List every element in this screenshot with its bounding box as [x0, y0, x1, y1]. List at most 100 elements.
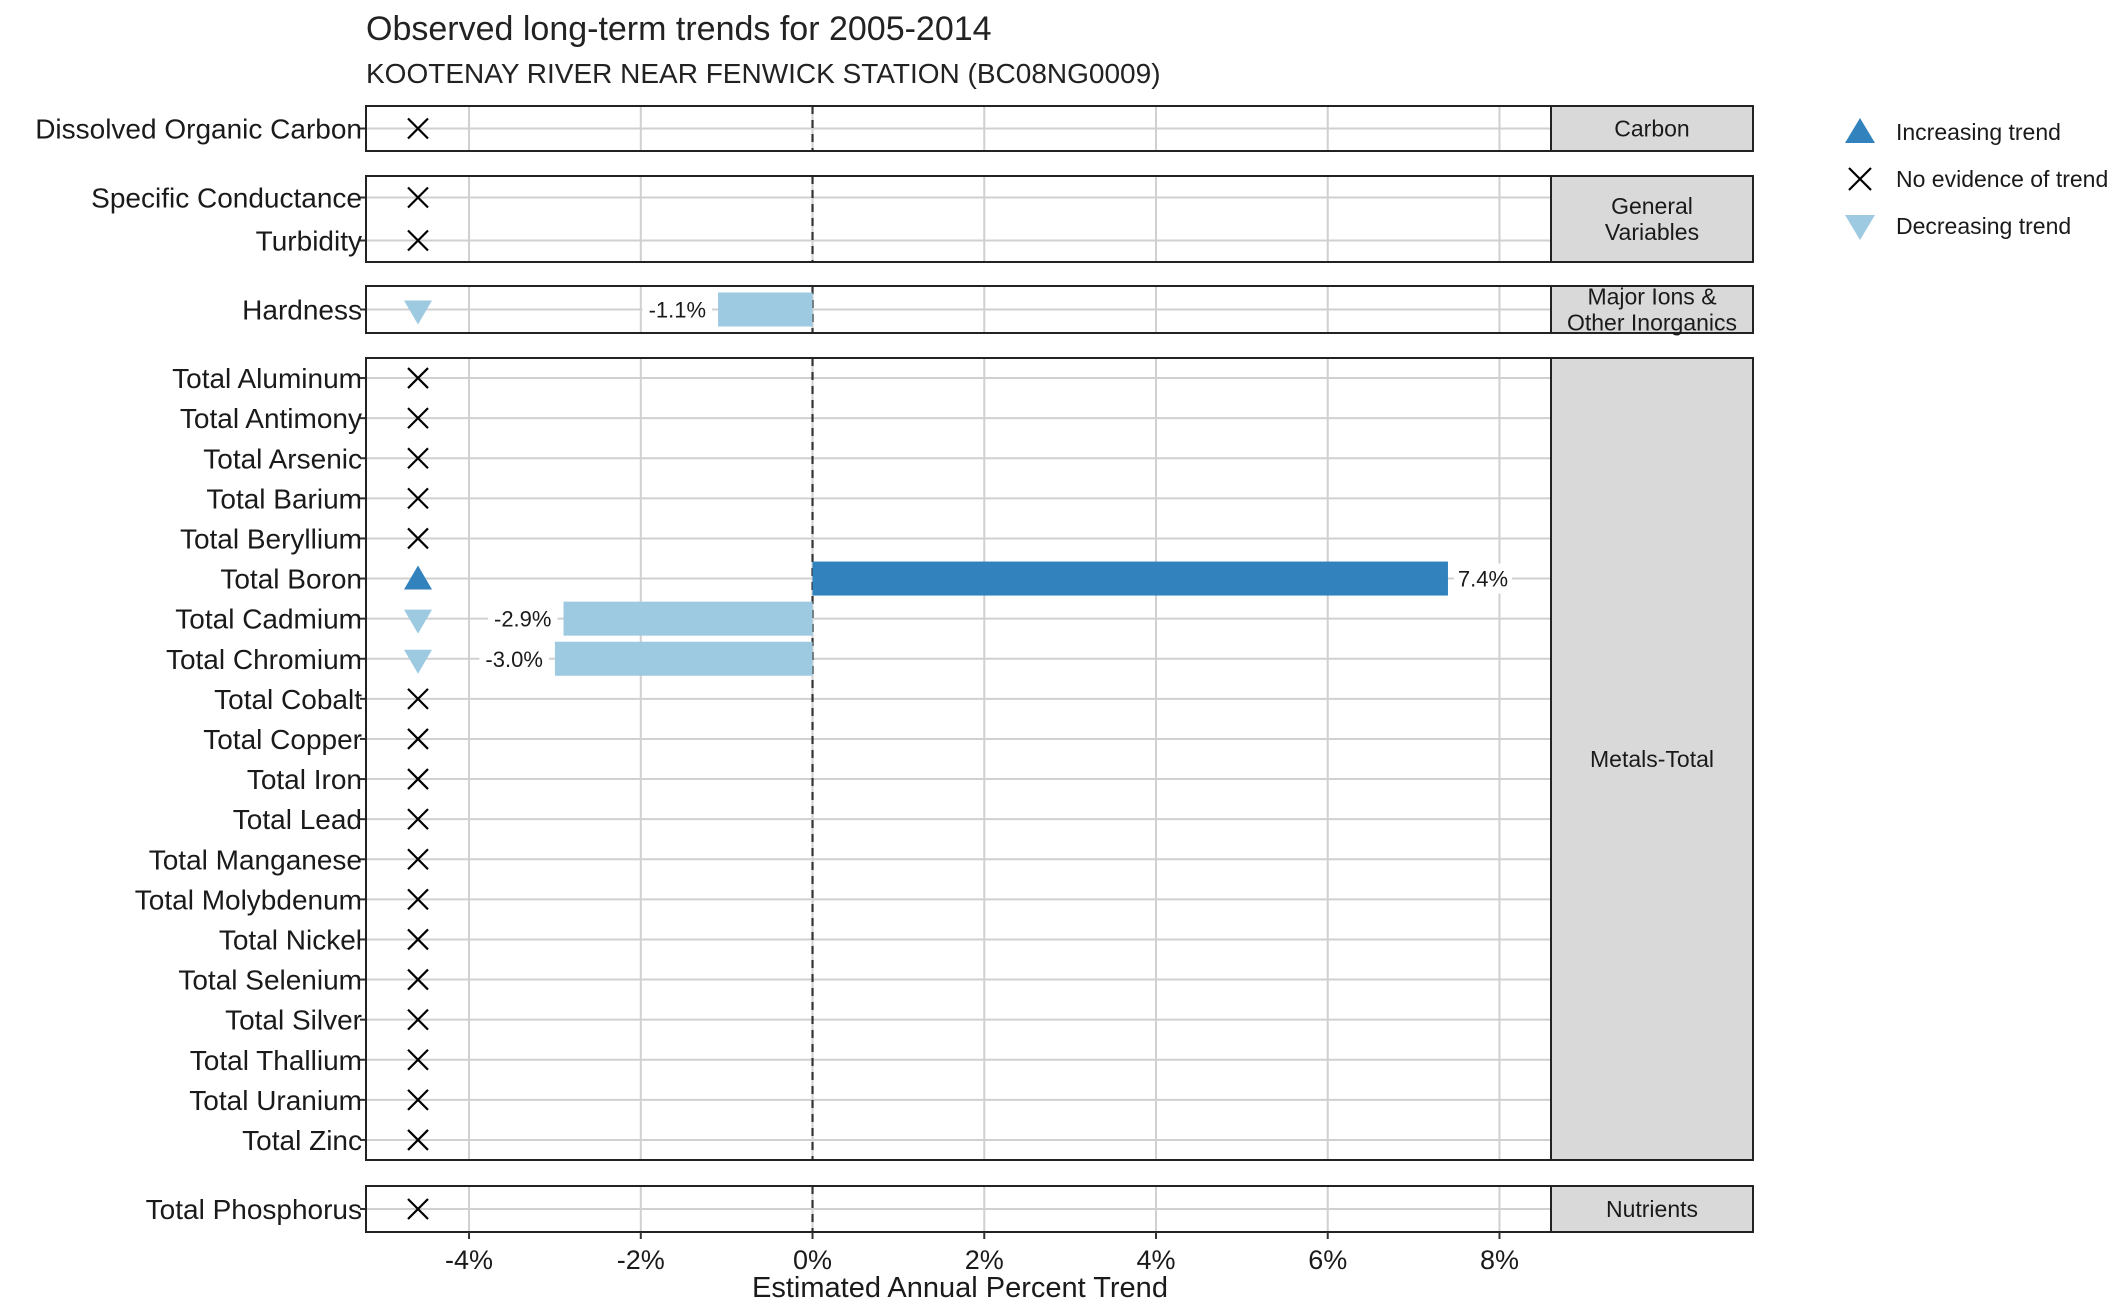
data-label-total-cadmium: -2.9% — [494, 607, 551, 632]
panel-general-variables: Specific Conductance Turbidity GeneralVari… — [91, 175, 1754, 263]
no-trend-marker — [407, 848, 429, 871]
strip-label-nutrients: Nutrients — [1606, 1196, 1698, 1222]
panel-major-ions-other-inorganics: Hardness -1.1% Major Ions &Other Inorganic… — [242, 284, 1754, 336]
y-label-total-cadmium: Total Cadmium — [175, 604, 362, 635]
y-label-total-barium: Total Barium — [206, 483, 362, 514]
x-axis: -4% -2% 0% 2% 4% 6% 8% — [445, 1232, 1519, 1275]
no-trend-marker — [407, 928, 429, 951]
legend-label: Decreasing trend — [1896, 213, 2071, 239]
decreasing-trend-marker — [404, 300, 432, 325]
no-trend-marker — [407, 229, 429, 252]
y-label-total-manganese: Total Manganese — [149, 844, 362, 875]
y-label-total-cobalt: Total Cobalt — [214, 684, 362, 715]
no-trend-marker — [407, 487, 429, 510]
x-tick-label: 4% — [1136, 1245, 1175, 1275]
bar-total-chromium — [554, 641, 813, 676]
strip-background — [1550, 285, 1754, 334]
strip-label-metals-total: Metals-Total — [1590, 746, 1714, 772]
no-trend-marker — [407, 1198, 429, 1220]
panel-metals-total: Total Aluminum Total Antimony Total Arseni… — [135, 357, 1754, 1161]
y-label-total-iron: Total Iron — [247, 764, 362, 795]
legend-label: Increasing trend — [1896, 119, 2061, 145]
y-label-total-antimony: Total Antimony — [180, 403, 362, 434]
legend-item-decreasing-trend: Decreasing trend — [1845, 213, 2071, 240]
y-label-total-zinc: Total Zinc — [242, 1125, 362, 1156]
y-label-total-selenium: Total Selenium — [178, 965, 362, 996]
x-tick-label: -2% — [617, 1245, 665, 1275]
strip-label-carbon: Carbon — [1614, 116, 1689, 142]
data-label-background — [479, 643, 549, 674]
data-label-background — [488, 603, 558, 634]
y-label-total-uranium: Total Uranium — [189, 1085, 362, 1116]
increasing-trend-marker — [404, 565, 432, 590]
facet-panels: Dissolved Organic Carbon Carbon Specific C… — [35, 105, 1754, 1233]
legend-label: No evidence of trend — [1896, 166, 2108, 192]
data-label-total-chromium: -3.0% — [485, 647, 542, 672]
x-tick-label: -4% — [445, 1245, 493, 1275]
y-label-hardness: Hardness — [242, 295, 362, 326]
panel-carbon: Dissolved Organic Carbon Carbon — [35, 105, 1754, 152]
decreasing-trend-icon — [1845, 215, 1875, 240]
no-trend-marker — [407, 808, 429, 830]
y-label-total-molybdenum: Total Molybdenum — [135, 884, 362, 915]
data-label-total-boron: 7.4% — [1458, 567, 1508, 592]
no-trend-marker — [407, 768, 429, 790]
chart-title: Observed long-term trends for 2005-2014 — [366, 10, 992, 48]
no-trend-marker — [407, 117, 429, 140]
x-tick-label: 2% — [965, 1245, 1004, 1275]
panel-background — [366, 176, 1551, 262]
y-label-total-lead: Total Lead — [233, 804, 362, 835]
strip-background — [1550, 1185, 1754, 1233]
no-trend-marker — [407, 407, 429, 429]
no-trend-marker — [407, 728, 429, 750]
panel-background — [366, 358, 1551, 1160]
strip-label-major-ions-other-inorganics: Major Ions & — [1587, 284, 1716, 310]
y-label-turbidity: Turbidity — [256, 226, 362, 257]
bar-hardness — [718, 292, 813, 327]
strip-background — [1550, 357, 1754, 1161]
no-trend-marker — [407, 527, 429, 550]
bar-total-cadmium — [563, 601, 813, 636]
no-trend-marker — [407, 447, 429, 470]
no-trend-marker — [407, 1089, 429, 1111]
bar-total-boron — [812, 561, 1448, 596]
no-trend-icon — [1848, 167, 1872, 191]
y-label-total-copper: Total Copper — [203, 724, 362, 755]
no-trend-marker — [407, 367, 429, 389]
y-label-total-boron: Total Boron — [220, 564, 362, 595]
data-label-background — [642, 294, 713, 325]
x-tick-label: 0% — [793, 1245, 832, 1275]
strip-label-general-variables: General — [1611, 193, 1693, 219]
legend-item-no-evidence-of-trend: No evidence of trend — [1848, 166, 2108, 192]
x-tick-label: 8% — [1480, 1245, 1519, 1275]
y-label-total-silver: Total Silver — [225, 1005, 362, 1036]
strip-background — [1550, 105, 1754, 152]
increasing-trend-icon — [1845, 118, 1875, 143]
y-label-total-chromium: Total Chromium — [166, 644, 362, 675]
decreasing-trend-marker — [404, 649, 432, 674]
x-tick-label: 6% — [1308, 1245, 1347, 1275]
strip-background — [1550, 175, 1754, 263]
chart-subtitle: KOOTENAY RIVER NEAR FENWICK STATION (BC0… — [366, 58, 1161, 89]
legend: Increasing trend No evidence of trend Decr… — [1845, 118, 2108, 240]
strip-label-general-variables: Variables — [1605, 219, 1699, 245]
y-label-specific-conductance: Specific Conductance — [91, 183, 362, 214]
data-label-hardness: -1.1% — [649, 298, 706, 323]
no-trend-marker — [407, 888, 429, 911]
y-label-total-nickel: Total Nickel — [219, 924, 362, 955]
y-label-dissolved-organic-carbon: Dissolved Organic Carbon — [35, 114, 362, 145]
legend-item-increasing-trend: Increasing trend — [1845, 118, 2061, 145]
y-label-total-arsenic: Total Arsenic — [203, 443, 362, 474]
y-label-total-thallium: Total Thallium — [190, 1045, 362, 1076]
no-trend-marker — [407, 1048, 429, 1071]
no-trend-marker — [407, 688, 429, 710]
panel-nutrients: Total Phosphorus Nutrients — [146, 1185, 1754, 1233]
x-axis-title: Estimated Annual Percent Trend — [752, 1272, 1168, 1304]
no-trend-marker — [407, 1129, 429, 1151]
data-label-background — [1453, 563, 1512, 594]
y-label-total-phosphorus: Total Phosphorus — [146, 1194, 362, 1225]
no-trend-marker — [407, 186, 429, 209]
decreasing-trend-marker — [404, 609, 432, 634]
y-label-total-aluminum: Total Aluminum — [172, 363, 362, 394]
